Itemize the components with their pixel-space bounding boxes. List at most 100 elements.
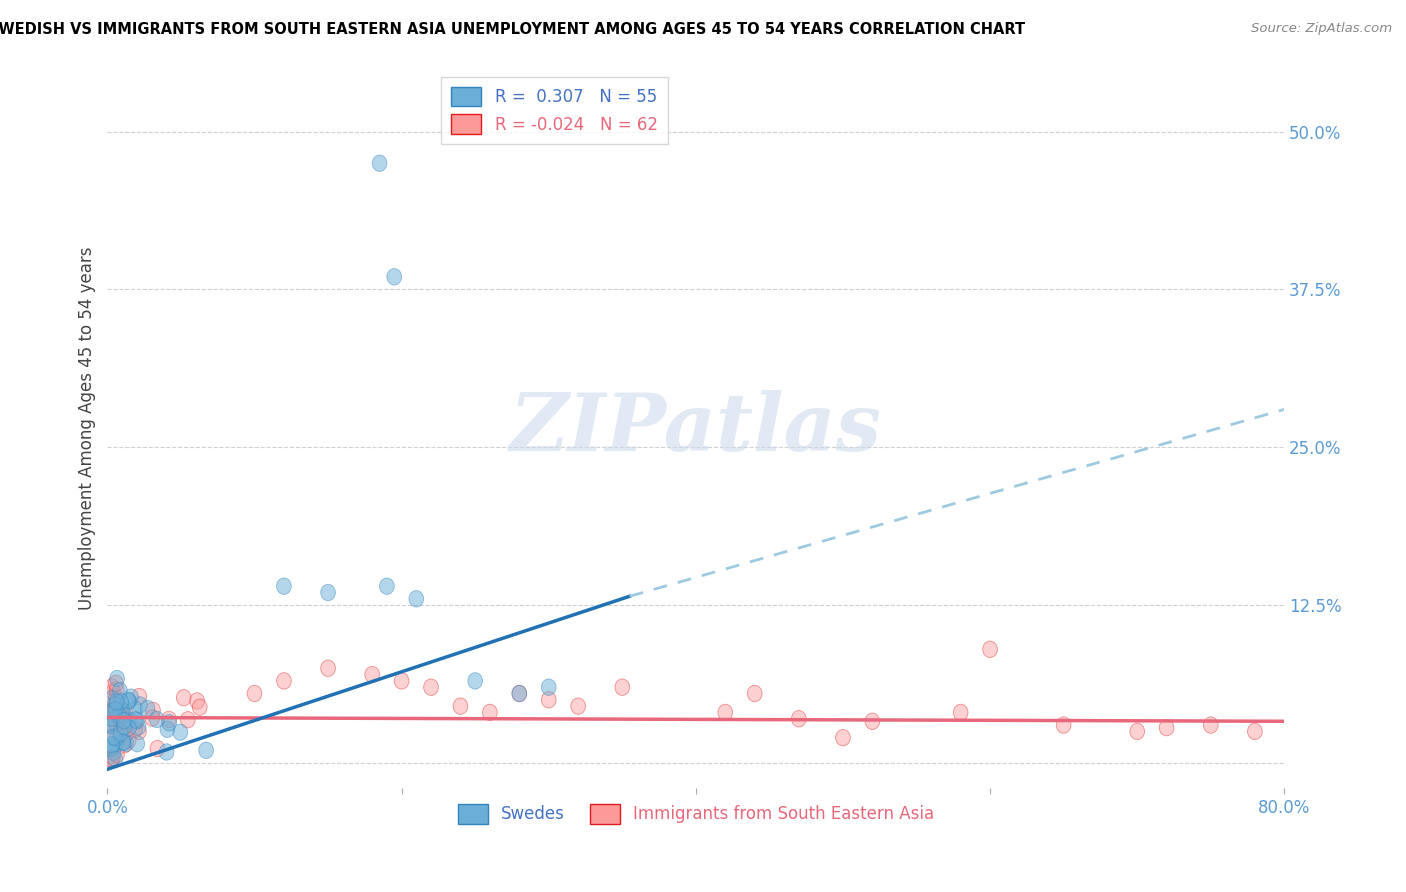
Ellipse shape — [159, 744, 174, 760]
Ellipse shape — [718, 704, 733, 721]
Ellipse shape — [835, 730, 851, 746]
Ellipse shape — [321, 584, 336, 600]
Ellipse shape — [387, 268, 402, 285]
Ellipse shape — [162, 711, 176, 728]
Ellipse shape — [112, 682, 128, 698]
Legend: Swedes, Immigrants from South Eastern Asia: Swedes, Immigrants from South Eastern As… — [451, 797, 941, 830]
Ellipse shape — [111, 711, 125, 727]
Ellipse shape — [112, 713, 127, 729]
Ellipse shape — [110, 747, 124, 763]
Ellipse shape — [112, 702, 127, 719]
Ellipse shape — [541, 691, 557, 708]
Ellipse shape — [112, 725, 128, 741]
Ellipse shape — [321, 660, 336, 676]
Ellipse shape — [117, 718, 132, 735]
Ellipse shape — [129, 736, 145, 752]
Ellipse shape — [121, 712, 136, 729]
Ellipse shape — [118, 704, 132, 720]
Ellipse shape — [748, 685, 762, 702]
Ellipse shape — [128, 722, 142, 738]
Ellipse shape — [129, 713, 145, 729]
Ellipse shape — [380, 578, 394, 594]
Ellipse shape — [141, 700, 155, 716]
Ellipse shape — [193, 699, 207, 715]
Ellipse shape — [117, 734, 131, 751]
Text: SWEDISH VS IMMIGRANTS FROM SOUTH EASTERN ASIA UNEMPLOYMENT AMONG AGES 45 TO 54 Y: SWEDISH VS IMMIGRANTS FROM SOUTH EASTERN… — [0, 22, 1025, 37]
Ellipse shape — [482, 704, 498, 721]
Ellipse shape — [104, 690, 120, 707]
Ellipse shape — [1130, 723, 1144, 739]
Ellipse shape — [114, 724, 129, 740]
Ellipse shape — [107, 729, 121, 746]
Ellipse shape — [104, 751, 120, 767]
Ellipse shape — [1160, 719, 1174, 736]
Ellipse shape — [104, 710, 120, 726]
Ellipse shape — [117, 714, 131, 731]
Ellipse shape — [512, 685, 527, 702]
Ellipse shape — [160, 721, 174, 738]
Ellipse shape — [117, 713, 131, 729]
Ellipse shape — [104, 751, 120, 767]
Ellipse shape — [112, 707, 127, 723]
Ellipse shape — [571, 698, 585, 714]
Ellipse shape — [105, 749, 121, 765]
Ellipse shape — [162, 714, 177, 731]
Ellipse shape — [117, 727, 131, 743]
Ellipse shape — [124, 689, 138, 706]
Ellipse shape — [132, 689, 146, 705]
Ellipse shape — [1204, 717, 1218, 733]
Ellipse shape — [394, 673, 409, 690]
Text: Source: ZipAtlas.com: Source: ZipAtlas.com — [1251, 22, 1392, 36]
Ellipse shape — [115, 733, 131, 750]
Ellipse shape — [373, 155, 387, 171]
Ellipse shape — [180, 712, 195, 728]
Ellipse shape — [104, 739, 120, 756]
Ellipse shape — [117, 737, 132, 753]
Ellipse shape — [115, 703, 131, 719]
Ellipse shape — [122, 693, 136, 709]
Ellipse shape — [277, 578, 291, 594]
Ellipse shape — [541, 679, 557, 696]
Ellipse shape — [145, 710, 160, 726]
Ellipse shape — [107, 697, 122, 714]
Ellipse shape — [107, 703, 121, 719]
Ellipse shape — [277, 673, 291, 690]
Ellipse shape — [176, 690, 191, 706]
Ellipse shape — [122, 720, 136, 736]
Ellipse shape — [104, 717, 120, 734]
Ellipse shape — [110, 681, 124, 698]
Ellipse shape — [364, 666, 380, 682]
Y-axis label: Unemployment Among Ages 45 to 54 years: Unemployment Among Ages 45 to 54 years — [79, 246, 96, 610]
Ellipse shape — [614, 679, 630, 696]
Ellipse shape — [108, 675, 124, 691]
Ellipse shape — [128, 701, 142, 717]
Ellipse shape — [108, 730, 124, 747]
Ellipse shape — [792, 711, 806, 727]
Ellipse shape — [105, 702, 120, 718]
Ellipse shape — [121, 692, 135, 708]
Ellipse shape — [108, 697, 124, 713]
Ellipse shape — [104, 717, 120, 734]
Ellipse shape — [112, 711, 127, 728]
Ellipse shape — [121, 732, 136, 748]
Ellipse shape — [108, 690, 124, 706]
Ellipse shape — [453, 698, 468, 714]
Ellipse shape — [247, 685, 262, 702]
Ellipse shape — [111, 706, 125, 723]
Ellipse shape — [409, 591, 423, 607]
Ellipse shape — [983, 641, 997, 657]
Ellipse shape — [132, 723, 146, 739]
Ellipse shape — [114, 702, 129, 719]
Ellipse shape — [104, 737, 120, 753]
Ellipse shape — [108, 751, 122, 767]
Ellipse shape — [146, 702, 160, 719]
Ellipse shape — [1247, 723, 1263, 739]
Ellipse shape — [1056, 717, 1071, 733]
Ellipse shape — [120, 735, 134, 752]
Ellipse shape — [108, 702, 124, 718]
Ellipse shape — [131, 719, 146, 735]
Ellipse shape — [190, 693, 204, 709]
Ellipse shape — [953, 704, 967, 721]
Ellipse shape — [107, 710, 122, 727]
Ellipse shape — [104, 730, 120, 746]
